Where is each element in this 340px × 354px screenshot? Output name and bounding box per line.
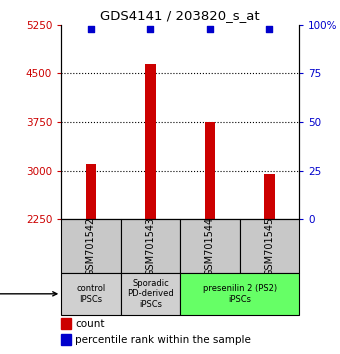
Text: Sporadic
PD-derived
iPSCs: Sporadic PD-derived iPSCs: [127, 279, 174, 309]
Bar: [121, 219, 180, 273]
Bar: [145, 64, 156, 219]
Title: GDS4141 / 203820_s_at: GDS4141 / 203820_s_at: [100, 9, 260, 22]
Bar: [205, 122, 215, 219]
Bar: [180, 273, 299, 315]
Bar: [86, 164, 96, 219]
Text: cell line: cell line: [0, 289, 57, 299]
Point: [88, 26, 94, 32]
Bar: [61, 318, 71, 329]
Text: control
IPSCs: control IPSCs: [76, 284, 106, 303]
Bar: [240, 219, 299, 273]
Bar: [61, 334, 71, 346]
Text: presenilin 2 (PS2)
iPSCs: presenilin 2 (PS2) iPSCs: [203, 284, 277, 303]
Point: [148, 26, 153, 32]
Text: GSM701545: GSM701545: [265, 216, 274, 276]
Text: GSM701542: GSM701542: [86, 216, 96, 276]
Bar: [264, 174, 275, 219]
Text: GSM701543: GSM701543: [146, 216, 155, 276]
Text: percentile rank within the sample: percentile rank within the sample: [75, 335, 251, 345]
Bar: [61, 273, 121, 315]
Point: [267, 26, 272, 32]
Point: [207, 26, 213, 32]
Bar: [180, 219, 240, 273]
Bar: [121, 273, 180, 315]
Bar: [61, 219, 121, 273]
Text: count: count: [75, 319, 105, 329]
Text: GSM701544: GSM701544: [205, 216, 215, 276]
